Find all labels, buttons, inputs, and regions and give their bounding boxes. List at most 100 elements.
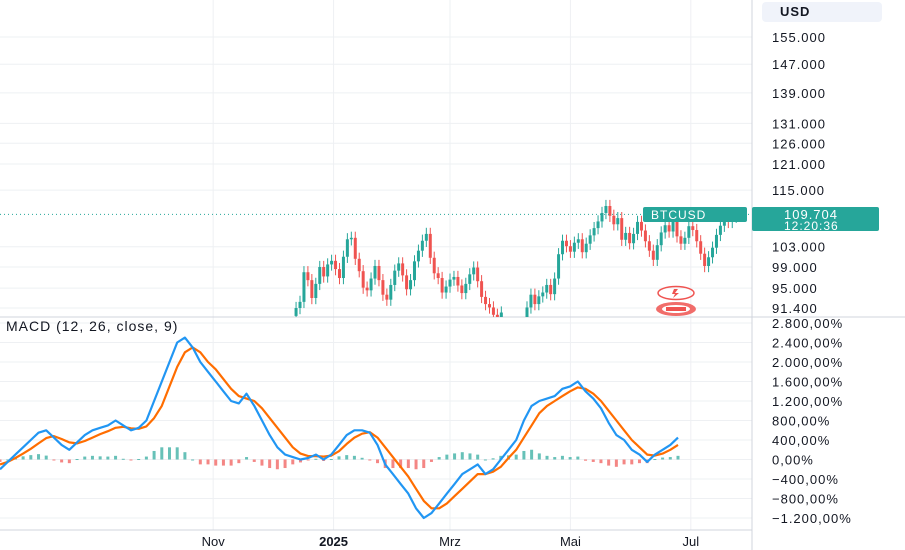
candle-body — [529, 294, 533, 308]
price-tick-label: 95.000 — [772, 281, 818, 296]
macd-pane[interactable] — [0, 336, 680, 520]
histogram-bar — [237, 459, 241, 464]
candle-body — [361, 271, 365, 288]
histogram-bar — [137, 459, 141, 461]
histogram-bar — [406, 459, 410, 469]
histogram-bar — [183, 452, 187, 460]
price-tick-label: 131.000 — [772, 116, 826, 131]
candle-body — [557, 254, 561, 279]
price-pane[interactable] — [0, 199, 752, 352]
candle-body — [703, 253, 707, 266]
candle-body — [381, 280, 385, 295]
histogram-bar — [460, 452, 464, 460]
candle-body — [663, 225, 667, 233]
candle-body — [561, 240, 565, 255]
candle-body — [667, 225, 671, 232]
candle-body — [699, 241, 703, 254]
candle-body — [377, 265, 381, 281]
histogram-bar — [614, 459, 618, 467]
candle-body — [604, 206, 608, 213]
candle-body — [553, 278, 557, 295]
candle-body — [564, 240, 568, 247]
time-tick-label: Mai — [560, 534, 581, 549]
price-tick-label: 115.000 — [772, 183, 825, 198]
candle-body — [484, 296, 488, 305]
histogram-bar — [229, 459, 233, 466]
candle-body — [302, 272, 306, 302]
candle-body — [620, 218, 624, 240]
candle-body — [341, 256, 345, 279]
candle-body — [596, 221, 600, 229]
candle-body — [460, 285, 464, 294]
histogram-bar — [221, 459, 225, 466]
macd-tick-label: −1.200,00% — [772, 511, 852, 526]
candle-body — [632, 233, 636, 244]
macd-axis[interactable]: 2.800,00% 2.400,00% 2.000,00% 1.600,00% 1.20… — [772, 316, 852, 526]
candle-body — [549, 284, 553, 295]
histogram-bar — [44, 455, 48, 460]
candle-body — [588, 235, 592, 244]
histogram-bar — [607, 459, 611, 466]
candle-body — [424, 233, 428, 241]
candle-body — [695, 230, 699, 242]
histogram-bar — [514, 454, 518, 460]
histogram-bar — [360, 457, 364, 460]
candle-body — [718, 225, 722, 235]
histogram-bar — [491, 458, 495, 460]
histogram-bar — [545, 455, 549, 460]
histogram-bar — [52, 459, 56, 461]
event-flag-icon[interactable] — [657, 285, 695, 301]
price-axis[interactable]: 155.000 147.000 139.000 131.000 126.000 121.0… — [772, 30, 826, 316]
candle-body — [628, 232, 632, 244]
price-tick-label: 147.000 — [772, 57, 826, 72]
histogram-bar — [29, 455, 33, 460]
histogram-bar — [445, 454, 449, 460]
candle-body — [436, 273, 440, 279]
candle-body — [525, 307, 529, 317]
candle-body — [330, 260, 334, 265]
currency-button[interactable]: USD — [762, 2, 882, 22]
candle-body — [318, 267, 322, 284]
histogram-bar — [622, 459, 626, 465]
price-badges: BTCUSD 109.704 12:20:36 — [643, 207, 879, 316]
macd-indicator-title[interactable]: MACD (12, 26, close, 9) — [6, 318, 179, 334]
candle-body — [480, 281, 484, 297]
histogram-bar — [599, 459, 603, 464]
macd-tick-label: 2.400,00% — [772, 336, 843, 351]
candle-body — [671, 220, 675, 232]
time-axis[interactable]: Nov 2025 Mrz Mai Jul — [202, 534, 700, 549]
candle-body — [714, 234, 718, 248]
price-tick-label: 91.400 — [772, 301, 818, 316]
candle-body — [655, 245, 659, 260]
histogram-bar — [168, 447, 171, 460]
macd-tick-label: 0,00% — [772, 453, 814, 468]
histogram-bar — [576, 456, 580, 460]
histogram-bar — [437, 457, 441, 460]
histogram-bar — [21, 456, 25, 460]
histogram-bar — [522, 450, 526, 460]
histogram-bar — [206, 459, 210, 465]
histogram-bar — [144, 456, 148, 460]
histogram-bar — [6, 459, 10, 461]
candle-body — [334, 260, 338, 270]
histogram-bar — [121, 458, 125, 460]
candle-body — [314, 283, 318, 298]
histogram-bar — [345, 455, 349, 460]
candle-body — [580, 239, 584, 253]
candle-body — [659, 232, 663, 246]
histogram-bar — [67, 459, 71, 464]
candle-body — [298, 301, 302, 308]
histogram-bar — [0, 459, 2, 462]
histogram-bar — [83, 456, 87, 460]
histogram-bar — [568, 457, 572, 460]
histogram-bar — [129, 459, 133, 461]
candle-body — [464, 283, 468, 294]
candle-body — [491, 307, 495, 315]
candle-body — [353, 237, 357, 259]
macd-tick-label: −800,00% — [772, 492, 839, 507]
candle-body — [452, 276, 456, 280]
event-earnings-icon[interactable] — [656, 302, 696, 316]
price-badge-bg — [752, 207, 879, 231]
